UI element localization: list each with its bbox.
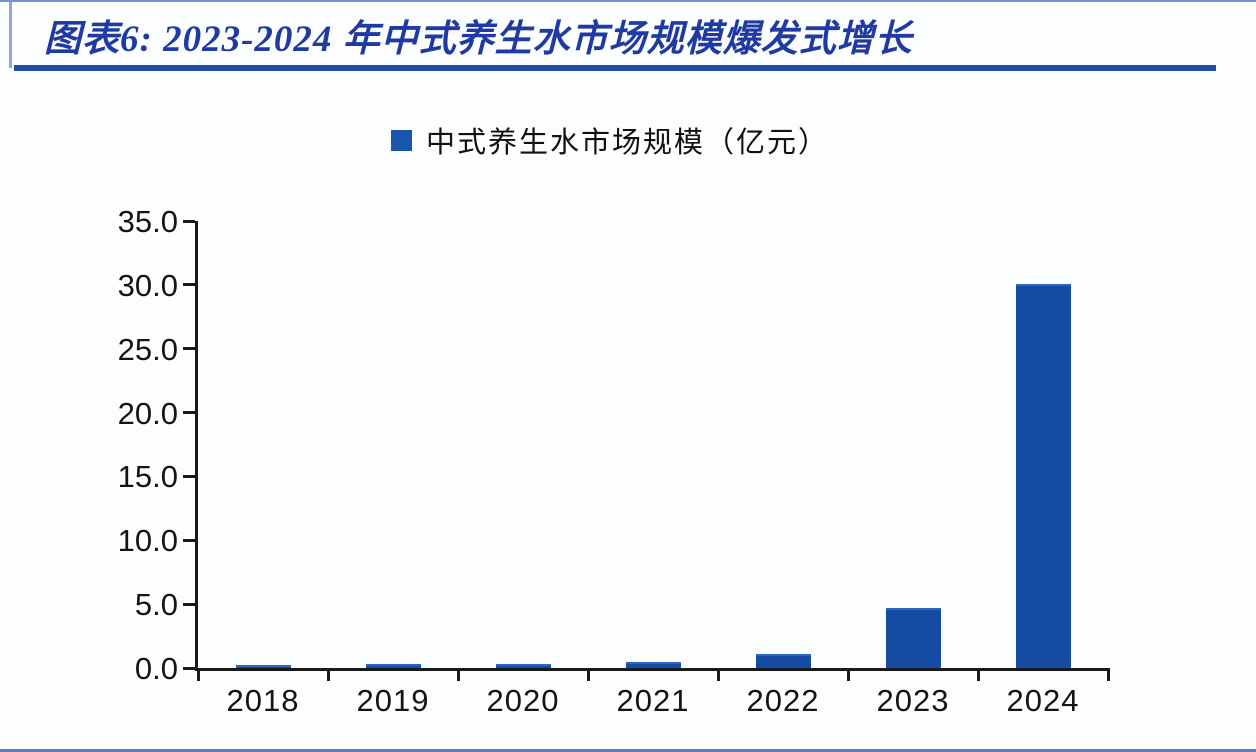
x-axis-tick [326, 668, 330, 681]
x-axis-label: 2019 [356, 683, 430, 718]
bar-2023 [885, 607, 941, 668]
legend-label: 中式养生水市场规模（亿元） [426, 127, 830, 159]
x-axis-tick [846, 668, 850, 681]
y-axis-tick [183, 347, 195, 351]
legend: 中式养生水市场规模（亿元） [391, 119, 829, 161]
bar-2021 [625, 661, 681, 668]
x-axis-tick [196, 668, 200, 681]
y-axis-tick [183, 666, 195, 670]
y-axis-tick [183, 474, 195, 478]
chart-title: 图表6: 2023-2024 年中式养生水市场规模爆发式增长 [44, 19, 913, 60]
y-axis-tick [183, 219, 195, 223]
bar-2024 [1015, 283, 1071, 668]
x-axis-label: 2021 [616, 683, 690, 718]
title-underline [14, 65, 1216, 71]
bar-2022 [755, 653, 811, 668]
bar-2018 [235, 665, 291, 668]
x-axis-label: 2023 [876, 683, 950, 718]
x-axis-tick [716, 668, 720, 681]
y-axis-tick [183, 602, 195, 606]
left-accent-line [9, 2, 12, 68]
x-axis-label: 2022 [746, 683, 820, 718]
bottom-border-line [0, 749, 1256, 752]
bar-2020 [495, 664, 551, 668]
y-axis-label: 10.0 [117, 523, 178, 559]
plot-area: 0.0 5.0 10.0 15.0 20.0 25.0 30.0 35.0 2018 2019 20… [118, 206, 1110, 716]
y-axis-label: 35.0 [117, 204, 178, 239]
legend-swatch-icon [391, 129, 412, 151]
y-axis-label: 25.0 [117, 331, 178, 367]
x-axis-label: 2020 [486, 683, 560, 718]
top-border-line [0, 0, 1256, 2]
y-axis-label: 5.0 [134, 587, 178, 623]
x-axis-tick [976, 668, 980, 681]
x-axis-label: 2024 [1006, 683, 1080, 718]
bar-2019 [365, 664, 421, 668]
y-axis-label: 0.0 [134, 651, 178, 686]
y-axis-label: 20.0 [117, 395, 178, 431]
x-axis-tick [1106, 668, 1110, 681]
x-axis-tick [456, 668, 460, 681]
y-axis-label: 15.0 [117, 459, 178, 495]
x-axis-label: 2018 [226, 683, 300, 718]
y-axis-tick [183, 283, 195, 287]
y-axis-tick [183, 538, 195, 542]
y-axis-label: 30.0 [117, 267, 178, 303]
y-axis-tick [183, 411, 195, 415]
x-axis-tick [586, 668, 590, 681]
